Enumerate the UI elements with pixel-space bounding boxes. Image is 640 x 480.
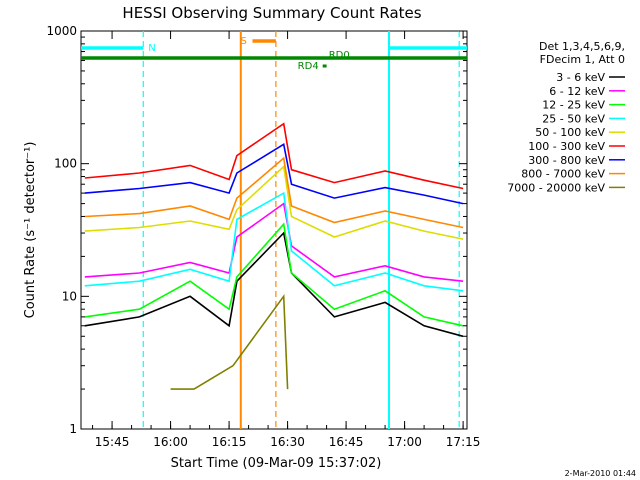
legend-label-3: 25 - 50 keV — [542, 112, 605, 125]
legend-label-0: 3 - 6 keV — [556, 71, 605, 84]
legend-label-7: 800 - 7000 keV — [521, 168, 605, 181]
x-tick-label-2: 16:15 — [212, 435, 247, 449]
x-tick-label-4: 16:45 — [329, 435, 364, 449]
series-line-1 — [84, 202, 464, 282]
x-tick-label-3: 16:30 — [270, 435, 305, 449]
legend-label-4: 50 - 100 keV — [535, 126, 605, 139]
x-tick-label-1: 16:00 — [153, 435, 188, 449]
chart-title: HESSI Observing Summary Count Rates — [122, 4, 421, 22]
series-line-5 — [84, 122, 464, 190]
x-axis: 15:45 16:00 16:15 16:30 16:45 17:00 17:15 — [92, 31, 481, 449]
legend-header-1: FDecim 1, Att 0 — [540, 53, 625, 66]
series-line-4 — [84, 164, 464, 240]
legend-header-0: Det 1,3,4,5,6,9, — [539, 40, 625, 53]
plot-frame — [80, 30, 468, 430]
y-axis: 1 10 100 1000 — [46, 24, 467, 436]
x-axis-label: Start Time (09-Mar-09 15:37:02) — [171, 456, 382, 471]
y-tick-label-2: 100 — [54, 157, 77, 171]
series-line-7 — [84, 156, 464, 229]
x-tick-label-0: 15:45 — [95, 435, 130, 449]
series-line-6 — [84, 143, 464, 205]
legend-label-5: 100 - 300 keV — [528, 140, 605, 153]
x-tick-label-6: 17:15 — [446, 435, 481, 449]
y-tick-label-0: 1 — [69, 422, 77, 436]
series-line-2 — [84, 222, 464, 327]
flag-label-3: RD0 — [329, 50, 350, 61]
flags-group: N S RD0 RD4 — [81, 36, 467, 72]
series-line-8 — [170, 293, 289, 390]
legend-label-6: 300 - 800 keV — [528, 154, 605, 167]
series-line-3 — [84, 191, 464, 292]
y-tick-label-1: 10 — [62, 289, 77, 303]
y-axis-label: Count Rate (s⁻¹ detector⁻¹) — [23, 142, 38, 319]
flag-label-2: S — [240, 36, 246, 47]
series-line-0 — [84, 231, 464, 338]
x-tick-label-5: 17:00 — [387, 435, 422, 449]
legend-label-2: 12 - 25 keV — [542, 99, 605, 112]
vlines-group — [142, 31, 460, 429]
legend-label-8: 7000 - 20000 keV — [507, 181, 605, 194]
series-group — [84, 122, 464, 390]
legend-label-1: 6 - 12 keV — [549, 85, 605, 98]
y-tick-label-3: 1000 — [46, 24, 77, 38]
legend: Det 1,3,4,5,6,9,FDecim 1, Att 0 3 - 6 keV… — [507, 40, 625, 194]
flag-label-4: RD4 — [298, 61, 319, 72]
flag-label-0: N — [148, 43, 155, 54]
footer-date: 2-Mar-2010 01:44 — [565, 469, 636, 478]
